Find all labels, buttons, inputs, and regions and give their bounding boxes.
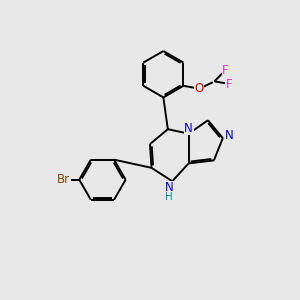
- Text: O: O: [194, 82, 203, 95]
- Text: N: N: [165, 181, 174, 194]
- Text: F: F: [222, 64, 229, 76]
- Text: N: N: [225, 129, 234, 142]
- Text: N: N: [184, 122, 193, 135]
- Text: F: F: [226, 78, 232, 91]
- Text: H: H: [165, 192, 173, 202]
- Text: Br: Br: [57, 173, 70, 186]
